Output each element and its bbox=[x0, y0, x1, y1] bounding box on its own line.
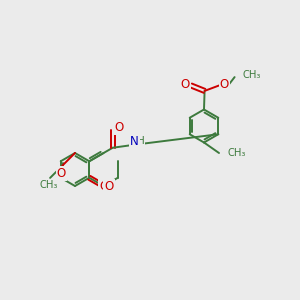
Text: O: O bbox=[99, 179, 108, 193]
Text: CH₃: CH₃ bbox=[227, 148, 246, 158]
Text: O: O bbox=[104, 179, 114, 193]
Text: O: O bbox=[57, 167, 66, 180]
Text: O: O bbox=[181, 78, 190, 92]
Text: N: N bbox=[130, 135, 139, 148]
Text: H: H bbox=[137, 136, 144, 146]
Text: O: O bbox=[220, 78, 229, 92]
Text: CH₃: CH₃ bbox=[242, 70, 261, 80]
Text: O: O bbox=[114, 122, 123, 134]
Text: CH₃: CH₃ bbox=[39, 179, 58, 190]
